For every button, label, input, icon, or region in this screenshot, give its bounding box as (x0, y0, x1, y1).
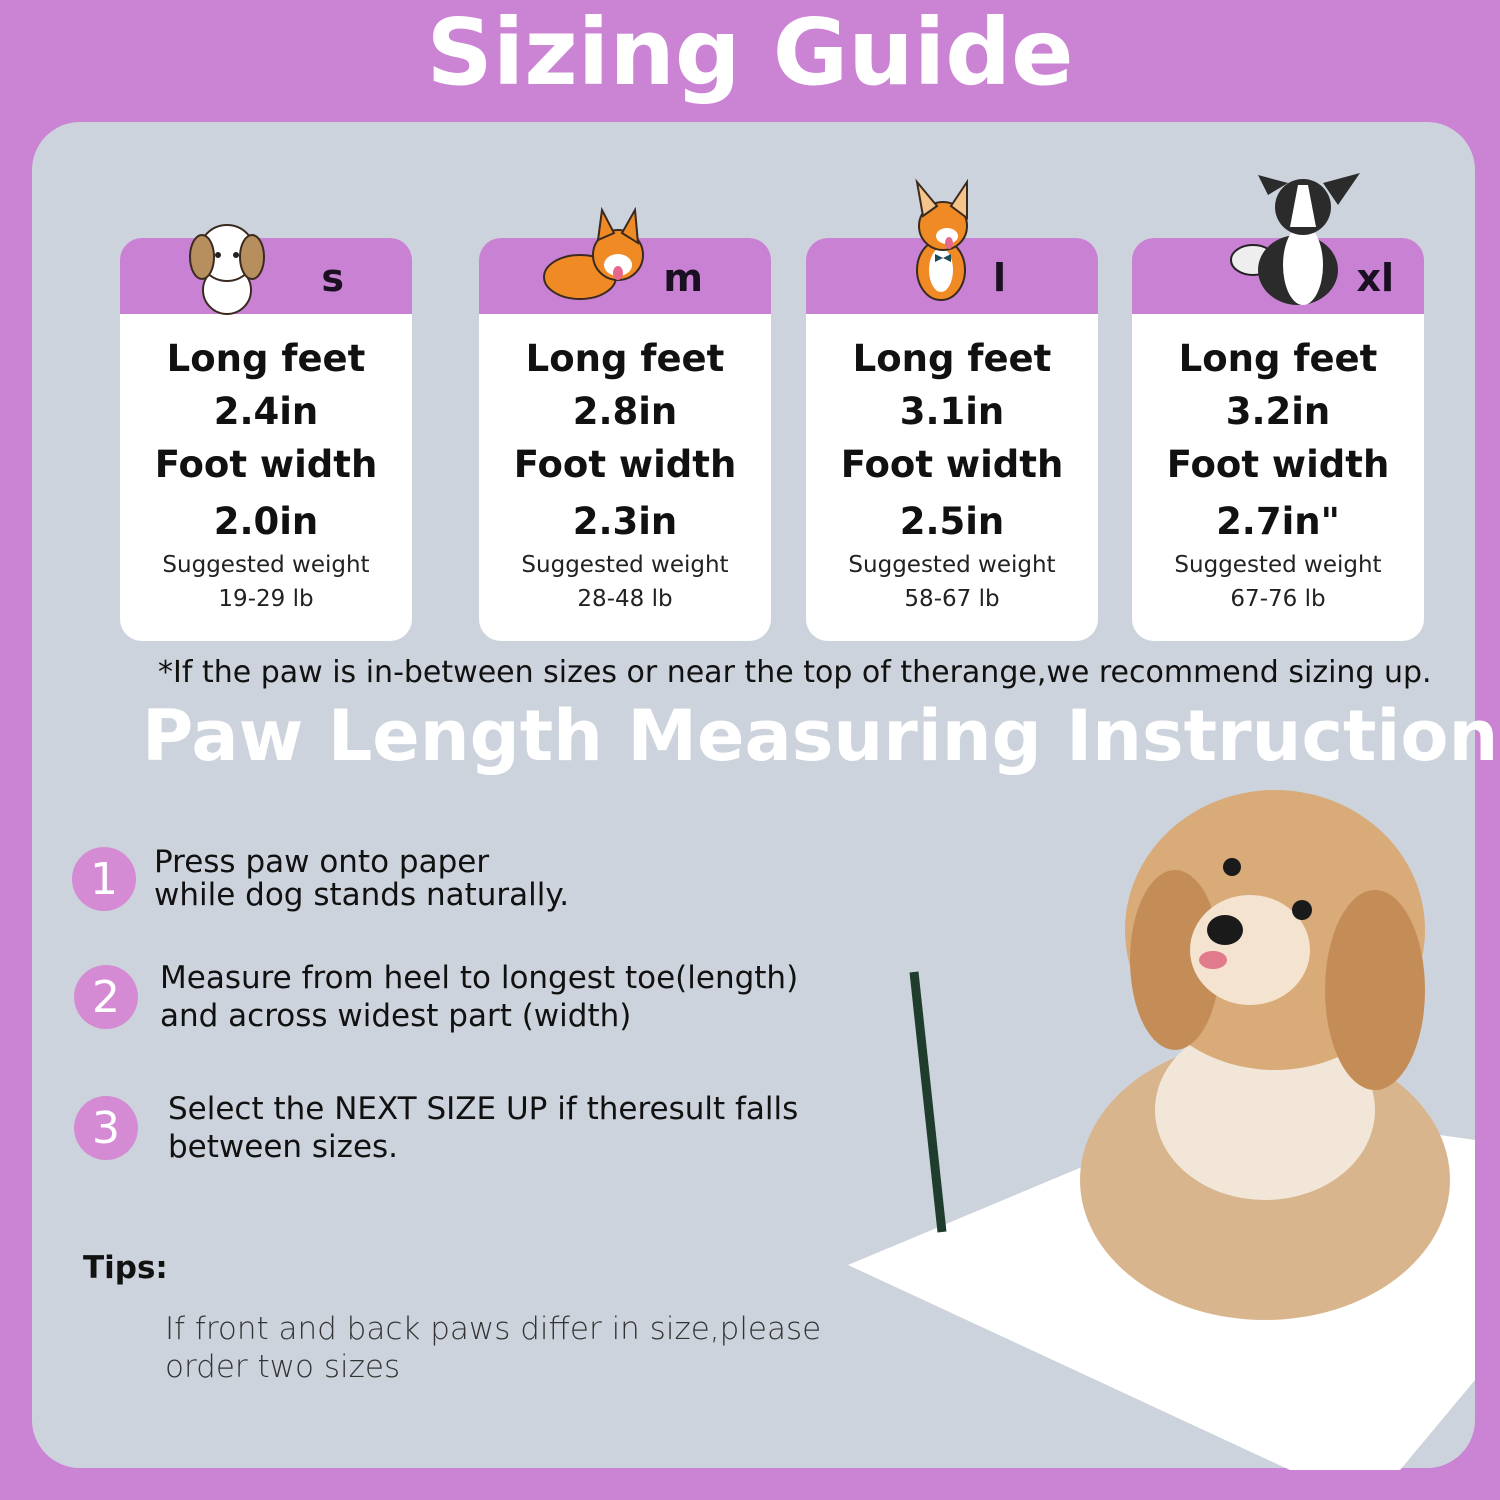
step-1: 1 Press paw onto paper while dog stands n… (72, 846, 569, 912)
corgi-icon (543, 206, 644, 300)
size-label: m (663, 256, 703, 300)
length-label: Long feet (1178, 337, 1378, 380)
weight-label: Suggested weight (848, 552, 1056, 578)
size-card-l: l Long feet 3.1in Foot width 2.5in Sugge… (806, 238, 1098, 641)
page-title: Sizing Guide (426, 0, 1074, 106)
step-text: and across widest part (width) (160, 998, 632, 1034)
step-text: between sizes. (168, 1129, 399, 1165)
tips-line: If front and back paws differ in size,pl… (165, 1311, 822, 1347)
sizing-note: *If the paw is in-between sizes or near … (158, 655, 1432, 690)
shiba-icon (915, 178, 968, 301)
step-text: Select the NEXT SIZE UP if theresult fal… (168, 1091, 799, 1127)
step-number: 1 (72, 847, 136, 911)
step-text: while dog stands naturally. (154, 877, 570, 913)
size-label: s (321, 256, 344, 300)
weight-value: 28-48 lb (577, 586, 673, 612)
width-value: 2.3in (572, 500, 678, 543)
width-label: Foot width (1166, 443, 1390, 486)
length-label: Long feet (525, 337, 725, 380)
tips-label: Tips: (83, 1250, 168, 1286)
shih-tzu-icon (189, 224, 265, 315)
width-label: Foot width (154, 443, 378, 486)
border-collie-icon (1230, 173, 1360, 305)
tips-text: If front and back paws differ in size,pl… (165, 1310, 821, 1386)
weight-value: 19-29 lb (218, 586, 314, 612)
length-value: 2.4in (213, 390, 319, 433)
tips-line: order two sizes (165, 1349, 401, 1385)
width-value: 2.5in (899, 500, 1005, 543)
step-text: Press paw onto paper (154, 844, 490, 880)
size-card-s: s Long feet 2.4in Foot width 2.0in Sugge… (120, 238, 412, 641)
step-2: 2 Measure from heel to longest toe(lengt… (74, 959, 798, 1035)
weight-label: Suggested weight (1174, 552, 1382, 578)
width-label: Foot width (840, 443, 1064, 486)
size-label: xl (1356, 256, 1394, 300)
size-card-m: m Long feet 2.8in Foot width 2.3in Sugge… (479, 238, 771, 641)
step-number: 2 (74, 965, 138, 1029)
length-label: Long feet (166, 337, 366, 380)
weight-value: 67-76 lb (1230, 586, 1326, 612)
instructions-title: Paw Length Measuring Instructions (142, 695, 1500, 777)
weight-value: 58-67 lb (904, 586, 1000, 612)
length-value: 3.2in (1225, 390, 1331, 433)
step-text: Measure from heel to longest toe(length) (160, 960, 799, 996)
weight-label: Suggested weight (162, 552, 370, 578)
pencil-icon (909, 971, 947, 1233)
card-header: s (120, 238, 412, 314)
width-value: 2.0in (213, 500, 319, 543)
width-value: 2.7in" (1216, 500, 1340, 543)
length-label: Long feet (852, 337, 1052, 380)
step-number: 3 (74, 1096, 138, 1160)
length-value: 2.8in (572, 390, 678, 433)
width-label: Foot width (513, 443, 737, 486)
size-label: l (992, 256, 1006, 300)
step-3: 3 Select the NEXT SIZE UP if theresult f… (74, 1090, 798, 1166)
weight-label: Suggested weight (521, 552, 729, 578)
length-value: 3.1in (899, 390, 1005, 433)
